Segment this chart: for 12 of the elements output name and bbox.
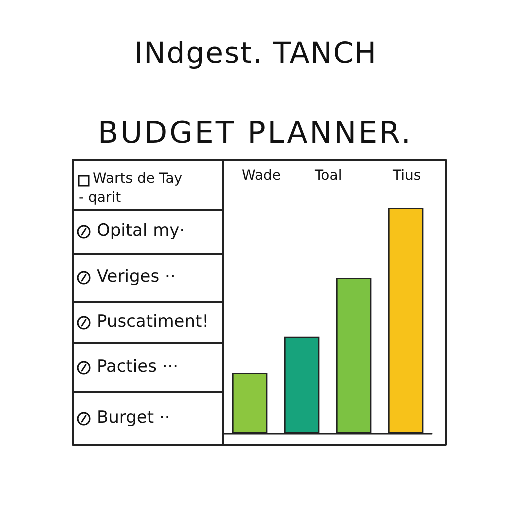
text: Burget ·· bbox=[97, 408, 170, 428]
text: Warts de Tay bbox=[93, 171, 183, 187]
chart-title: INdgest. TANCH bbox=[134, 36, 378, 70]
text: Opital my· bbox=[97, 221, 186, 241]
text: Toal bbox=[315, 168, 342, 184]
chart-subtitle: BUDGET PLANNER. bbox=[98, 116, 413, 151]
text: Veriges ·· bbox=[97, 267, 176, 287]
text: Tius bbox=[393, 168, 422, 184]
text: Wade bbox=[242, 168, 282, 184]
text: - qarit bbox=[79, 190, 122, 206]
text: Puscatiment! bbox=[97, 312, 210, 332]
text: Pacties ··· bbox=[97, 356, 179, 376]
